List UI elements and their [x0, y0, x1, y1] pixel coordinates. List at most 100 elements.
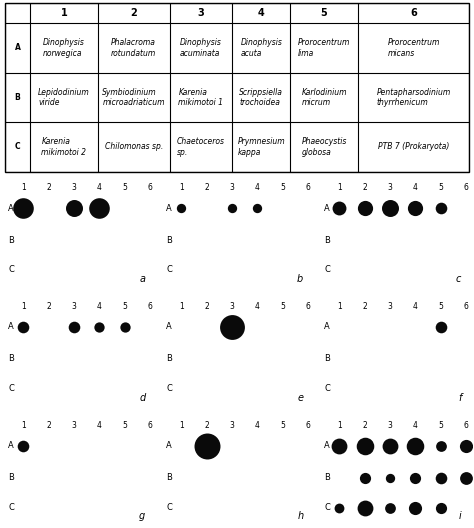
Text: 6: 6: [410, 8, 417, 18]
Text: 2: 2: [363, 421, 367, 430]
Text: 1: 1: [179, 183, 184, 192]
Text: Karlodinium
micrum: Karlodinium micrum: [301, 88, 347, 107]
Text: 5: 5: [280, 421, 285, 430]
Text: 3: 3: [229, 302, 235, 311]
Text: 3: 3: [72, 421, 76, 430]
Text: A: A: [166, 441, 172, 450]
Text: 4: 4: [258, 8, 265, 18]
Text: Karenia
mikimotoi 2: Karenia mikimotoi 2: [41, 137, 86, 157]
Text: 4: 4: [413, 302, 418, 311]
Text: A: A: [166, 323, 172, 332]
Text: 1: 1: [21, 302, 26, 311]
Text: 2: 2: [204, 302, 209, 311]
Text: B: B: [8, 354, 14, 363]
Text: A: A: [324, 441, 330, 450]
Text: Chilomonas sp.: Chilomonas sp.: [105, 143, 163, 152]
Text: Prorocentrum
micans: Prorocentrum micans: [387, 38, 440, 58]
Point: [336, 204, 343, 212]
Text: C: C: [15, 143, 20, 152]
Text: B: B: [8, 473, 14, 482]
Text: 6: 6: [306, 302, 310, 311]
Text: 6: 6: [464, 302, 468, 311]
Text: h: h: [297, 511, 303, 521]
Text: 5: 5: [280, 302, 285, 311]
Point: [228, 204, 236, 212]
Text: 1: 1: [337, 421, 342, 430]
Text: 5: 5: [321, 8, 328, 18]
Text: Dinophysis
acuta: Dinophysis acuta: [240, 38, 283, 58]
Text: 3: 3: [198, 8, 204, 18]
Text: b: b: [297, 274, 303, 284]
Text: Symbiodinium
microadriaticum: Symbiodinium microadriaticum: [102, 88, 165, 107]
Text: A: A: [8, 204, 14, 213]
Text: 3: 3: [72, 302, 76, 311]
Point: [386, 204, 394, 212]
Text: A: A: [166, 204, 172, 213]
Text: 5: 5: [280, 183, 285, 192]
Text: C: C: [166, 266, 172, 275]
Point: [96, 204, 103, 212]
Point: [121, 323, 128, 331]
Text: Pentapharsodinium
thyrrhenicum: Pentapharsodinium thyrrhenicum: [376, 88, 451, 107]
Text: 2: 2: [363, 302, 367, 311]
Text: 2: 2: [46, 302, 51, 311]
Text: PTB 7 (Prokaryota): PTB 7 (Prokaryota): [378, 143, 449, 152]
Text: 2: 2: [46, 183, 51, 192]
Text: 4: 4: [255, 302, 260, 311]
Text: 5: 5: [438, 421, 443, 430]
Text: B: B: [166, 235, 172, 244]
Text: 1: 1: [179, 421, 184, 430]
Text: A: A: [324, 323, 330, 332]
Point: [20, 204, 27, 212]
Text: 5: 5: [122, 183, 127, 192]
Point: [411, 503, 419, 512]
Point: [361, 204, 369, 212]
Point: [411, 204, 419, 212]
Text: B: B: [8, 235, 14, 244]
Text: 1: 1: [21, 183, 26, 192]
Text: 4: 4: [97, 302, 102, 311]
Point: [96, 323, 103, 331]
Text: i: i: [458, 511, 461, 521]
Text: 3: 3: [388, 421, 392, 430]
Text: A: A: [8, 441, 14, 450]
Text: Karenia
mikimotoi 1: Karenia mikimotoi 1: [179, 88, 224, 107]
Text: 4: 4: [255, 421, 260, 430]
Text: 5: 5: [122, 302, 127, 311]
Text: g: g: [139, 511, 146, 521]
Text: Dinophysis
acuminata: Dinophysis acuminata: [180, 38, 222, 58]
Point: [437, 441, 445, 450]
Text: 4: 4: [413, 421, 418, 430]
Point: [228, 323, 236, 331]
Text: Phaeocystis
globosa: Phaeocystis globosa: [301, 137, 347, 157]
Text: C: C: [166, 503, 172, 512]
Point: [178, 204, 185, 212]
Text: B: B: [166, 473, 172, 482]
Text: 6: 6: [464, 421, 468, 430]
Text: B: B: [324, 235, 330, 244]
Text: 4: 4: [255, 183, 260, 192]
Point: [462, 441, 470, 450]
Text: d: d: [139, 392, 146, 402]
Text: 2: 2: [204, 421, 209, 430]
Text: 1: 1: [21, 421, 26, 430]
Text: 5: 5: [438, 302, 443, 311]
Point: [386, 503, 394, 512]
Text: B: B: [15, 93, 20, 102]
Text: B: B: [324, 354, 330, 363]
Point: [70, 323, 78, 331]
Text: 4: 4: [97, 421, 102, 430]
Text: C: C: [324, 503, 330, 512]
Point: [386, 441, 394, 450]
Text: 1: 1: [179, 302, 184, 311]
Text: 5: 5: [438, 183, 443, 192]
Point: [437, 323, 445, 331]
Point: [437, 474, 445, 482]
Text: f: f: [458, 392, 461, 402]
Text: C: C: [324, 266, 330, 275]
Text: 2: 2: [46, 421, 51, 430]
Text: 2: 2: [363, 183, 367, 192]
Point: [462, 474, 470, 482]
Text: Scrippsiella
trochoidea: Scrippsiella trochoidea: [239, 88, 283, 107]
Text: 4: 4: [97, 183, 102, 192]
